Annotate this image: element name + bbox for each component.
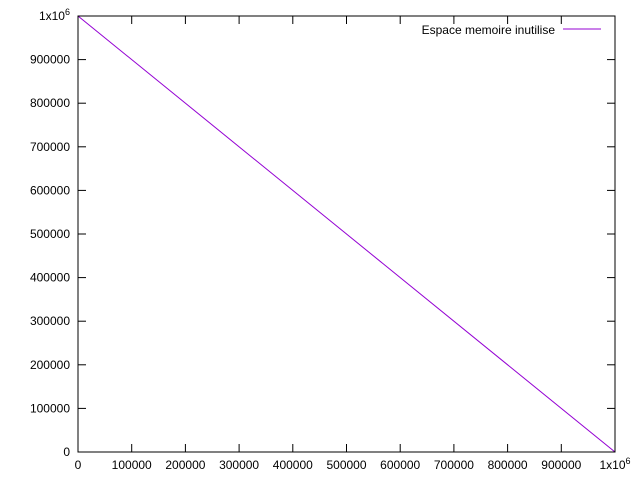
x-tick-label: 500000	[326, 458, 366, 472]
legend: Espace memoire inutilise	[422, 23, 601, 37]
x-tick-label: 600000	[380, 458, 420, 472]
y-tick-label: 400000	[30, 271, 70, 285]
axis-tick-labels: 0 100000 200000 300000 400000 500000 600000 700…	[30, 7, 631, 472]
x-tick-label: 100000	[112, 458, 152, 472]
y-tick-label: 100000	[30, 401, 70, 415]
x-tick-label: 300000	[219, 458, 259, 472]
x-tick-label: 1x106	[599, 456, 630, 472]
x-tick-label: 800000	[488, 458, 528, 472]
y-tick-label: 300000	[30, 314, 70, 328]
legend-label: Espace memoire inutilise	[422, 23, 556, 37]
y-tick-label: 900000	[30, 53, 70, 67]
x-tick-label: 200000	[165, 458, 205, 472]
x-tick-label: 700000	[434, 458, 474, 472]
series-line	[77, 15, 616, 453]
x-tick-label: 900000	[541, 458, 581, 472]
y-tick-label: 500000	[30, 227, 70, 241]
y-tick-label: 1x106	[39, 7, 70, 23]
y-tick-label: 0	[63, 445, 70, 459]
series-layer	[77, 15, 616, 453]
y-tick-label: 700000	[30, 140, 70, 154]
x-tick-label: 0	[75, 458, 82, 472]
y-tick-label: 600000	[30, 183, 70, 197]
y-tick-label: 200000	[30, 358, 70, 372]
plot-frame	[77, 15, 616, 453]
x-tick-label: 400000	[273, 458, 313, 472]
y-tick-label: 800000	[30, 96, 70, 110]
